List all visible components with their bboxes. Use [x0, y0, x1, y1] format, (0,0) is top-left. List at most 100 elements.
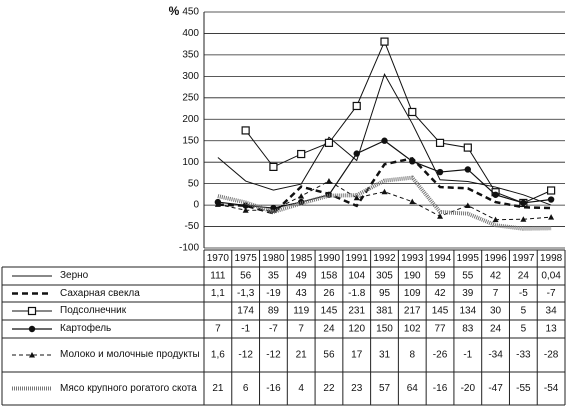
x-tick-label: 1990: [318, 253, 341, 264]
data-label: 7: [298, 324, 304, 335]
x-tick-label: 1993: [401, 253, 424, 264]
data-label: 381: [376, 306, 393, 317]
marker: [297, 149, 306, 159]
data-label: 305: [376, 271, 393, 282]
data-label: 6: [243, 383, 249, 394]
legend-label: Мясо крупного рогатого скота: [60, 382, 197, 394]
data-label: 21: [212, 383, 224, 394]
y-tick-label: -50: [185, 221, 200, 232]
y-tick-label: 0: [193, 200, 199, 211]
data-label: 83: [462, 324, 474, 335]
marker: [492, 191, 499, 198]
marker: [492, 216, 499, 223]
data-label: -54: [544, 383, 559, 394]
data-label: 17: [351, 350, 363, 361]
data-label: -12: [266, 350, 281, 361]
data-label: -19: [266, 288, 281, 299]
legend-label: Сахарная свекла: [60, 287, 140, 299]
x-tick-label: 1992: [373, 253, 396, 264]
marker: [29, 352, 35, 358]
data-label: 26: [323, 288, 335, 299]
marker: [242, 207, 249, 213]
data-label: 31: [379, 350, 391, 361]
data-label: 134: [459, 306, 476, 317]
data-label: -1: [463, 350, 472, 361]
marker: [437, 213, 444, 219]
marker: [214, 201, 221, 207]
data-label: 119: [293, 306, 309, 317]
y-tick-label: 350: [182, 50, 199, 61]
data-label: -16: [433, 383, 448, 394]
data-label: 158: [321, 271, 338, 282]
series-line: [245, 40, 552, 204]
data-label: 24: [490, 324, 502, 335]
x-tick-label: 1991: [346, 253, 369, 264]
y-tick-label: 300: [182, 71, 199, 82]
legend-label: Молоко и молочные продукты: [60, 349, 200, 360]
marker: [28, 325, 36, 333]
data-label: 7: [215, 324, 221, 335]
x-tick-label: 1980: [262, 253, 285, 264]
marker: [547, 196, 555, 203]
data-label: 34: [546, 306, 558, 317]
series: [217, 156, 552, 215]
series-line: [217, 72, 552, 206]
data-label: 64: [407, 383, 419, 394]
data-label: 42: [490, 271, 502, 282]
x-tick-label: 1985: [290, 253, 313, 264]
x-tick-label: 1994: [429, 253, 452, 264]
series: [217, 175, 552, 231]
marker: [353, 194, 360, 201]
marker: [381, 137, 388, 144]
data-label: 35: [268, 271, 280, 282]
marker: [547, 186, 556, 195]
series: [217, 72, 552, 206]
series-line: [217, 180, 552, 221]
marker: [464, 202, 471, 209]
data-label: 43: [296, 288, 308, 299]
data-label: 77: [434, 324, 446, 335]
legend-label: Подсолнечник: [60, 305, 127, 316]
data-label: 0,04: [541, 271, 561, 282]
data-label: 55: [462, 271, 474, 282]
data-label: 104: [348, 271, 365, 282]
data-label: -5: [519, 288, 528, 299]
data-label: 49: [296, 271, 308, 282]
data-label: 4: [298, 383, 304, 394]
data-label: 95: [379, 288, 391, 299]
marker: [548, 214, 555, 220]
marker: [435, 138, 445, 147]
data-label: -26: [433, 350, 448, 361]
marker: [409, 158, 416, 165]
data-label: 190: [404, 271, 421, 282]
data-label: 24: [323, 324, 335, 335]
marker: [27, 306, 37, 316]
y-tick-label: 450: [182, 7, 199, 18]
y-axis-label: %: [169, 4, 180, 18]
data-label: 174: [237, 306, 254, 317]
series: [241, 37, 556, 208]
y-tick-label: -100: [179, 243, 199, 254]
data-label: 231: [348, 306, 365, 317]
series-line: [217, 156, 552, 215]
marker: [380, 37, 389, 46]
data-label: 120: [348, 324, 365, 335]
marker: [324, 138, 334, 147]
data-label: 24: [518, 271, 530, 282]
data-label: -55: [516, 383, 531, 394]
data-label: 23: [351, 383, 363, 394]
data-label: 145: [321, 306, 338, 317]
series-line: [217, 140, 552, 209]
data-label: 42: [434, 288, 446, 299]
y-tick-label: 200: [182, 114, 199, 125]
data-label: -1: [241, 324, 250, 335]
x-tick-label: 1997: [512, 253, 535, 264]
data-label: 5: [521, 306, 527, 317]
y-tick-label: 100: [182, 157, 199, 168]
data-label: 111: [210, 271, 226, 282]
data-label: 5: [521, 324, 527, 335]
data-label: 39: [462, 288, 474, 299]
data-label: 56: [240, 271, 252, 282]
data-label: -1,3: [237, 288, 255, 299]
